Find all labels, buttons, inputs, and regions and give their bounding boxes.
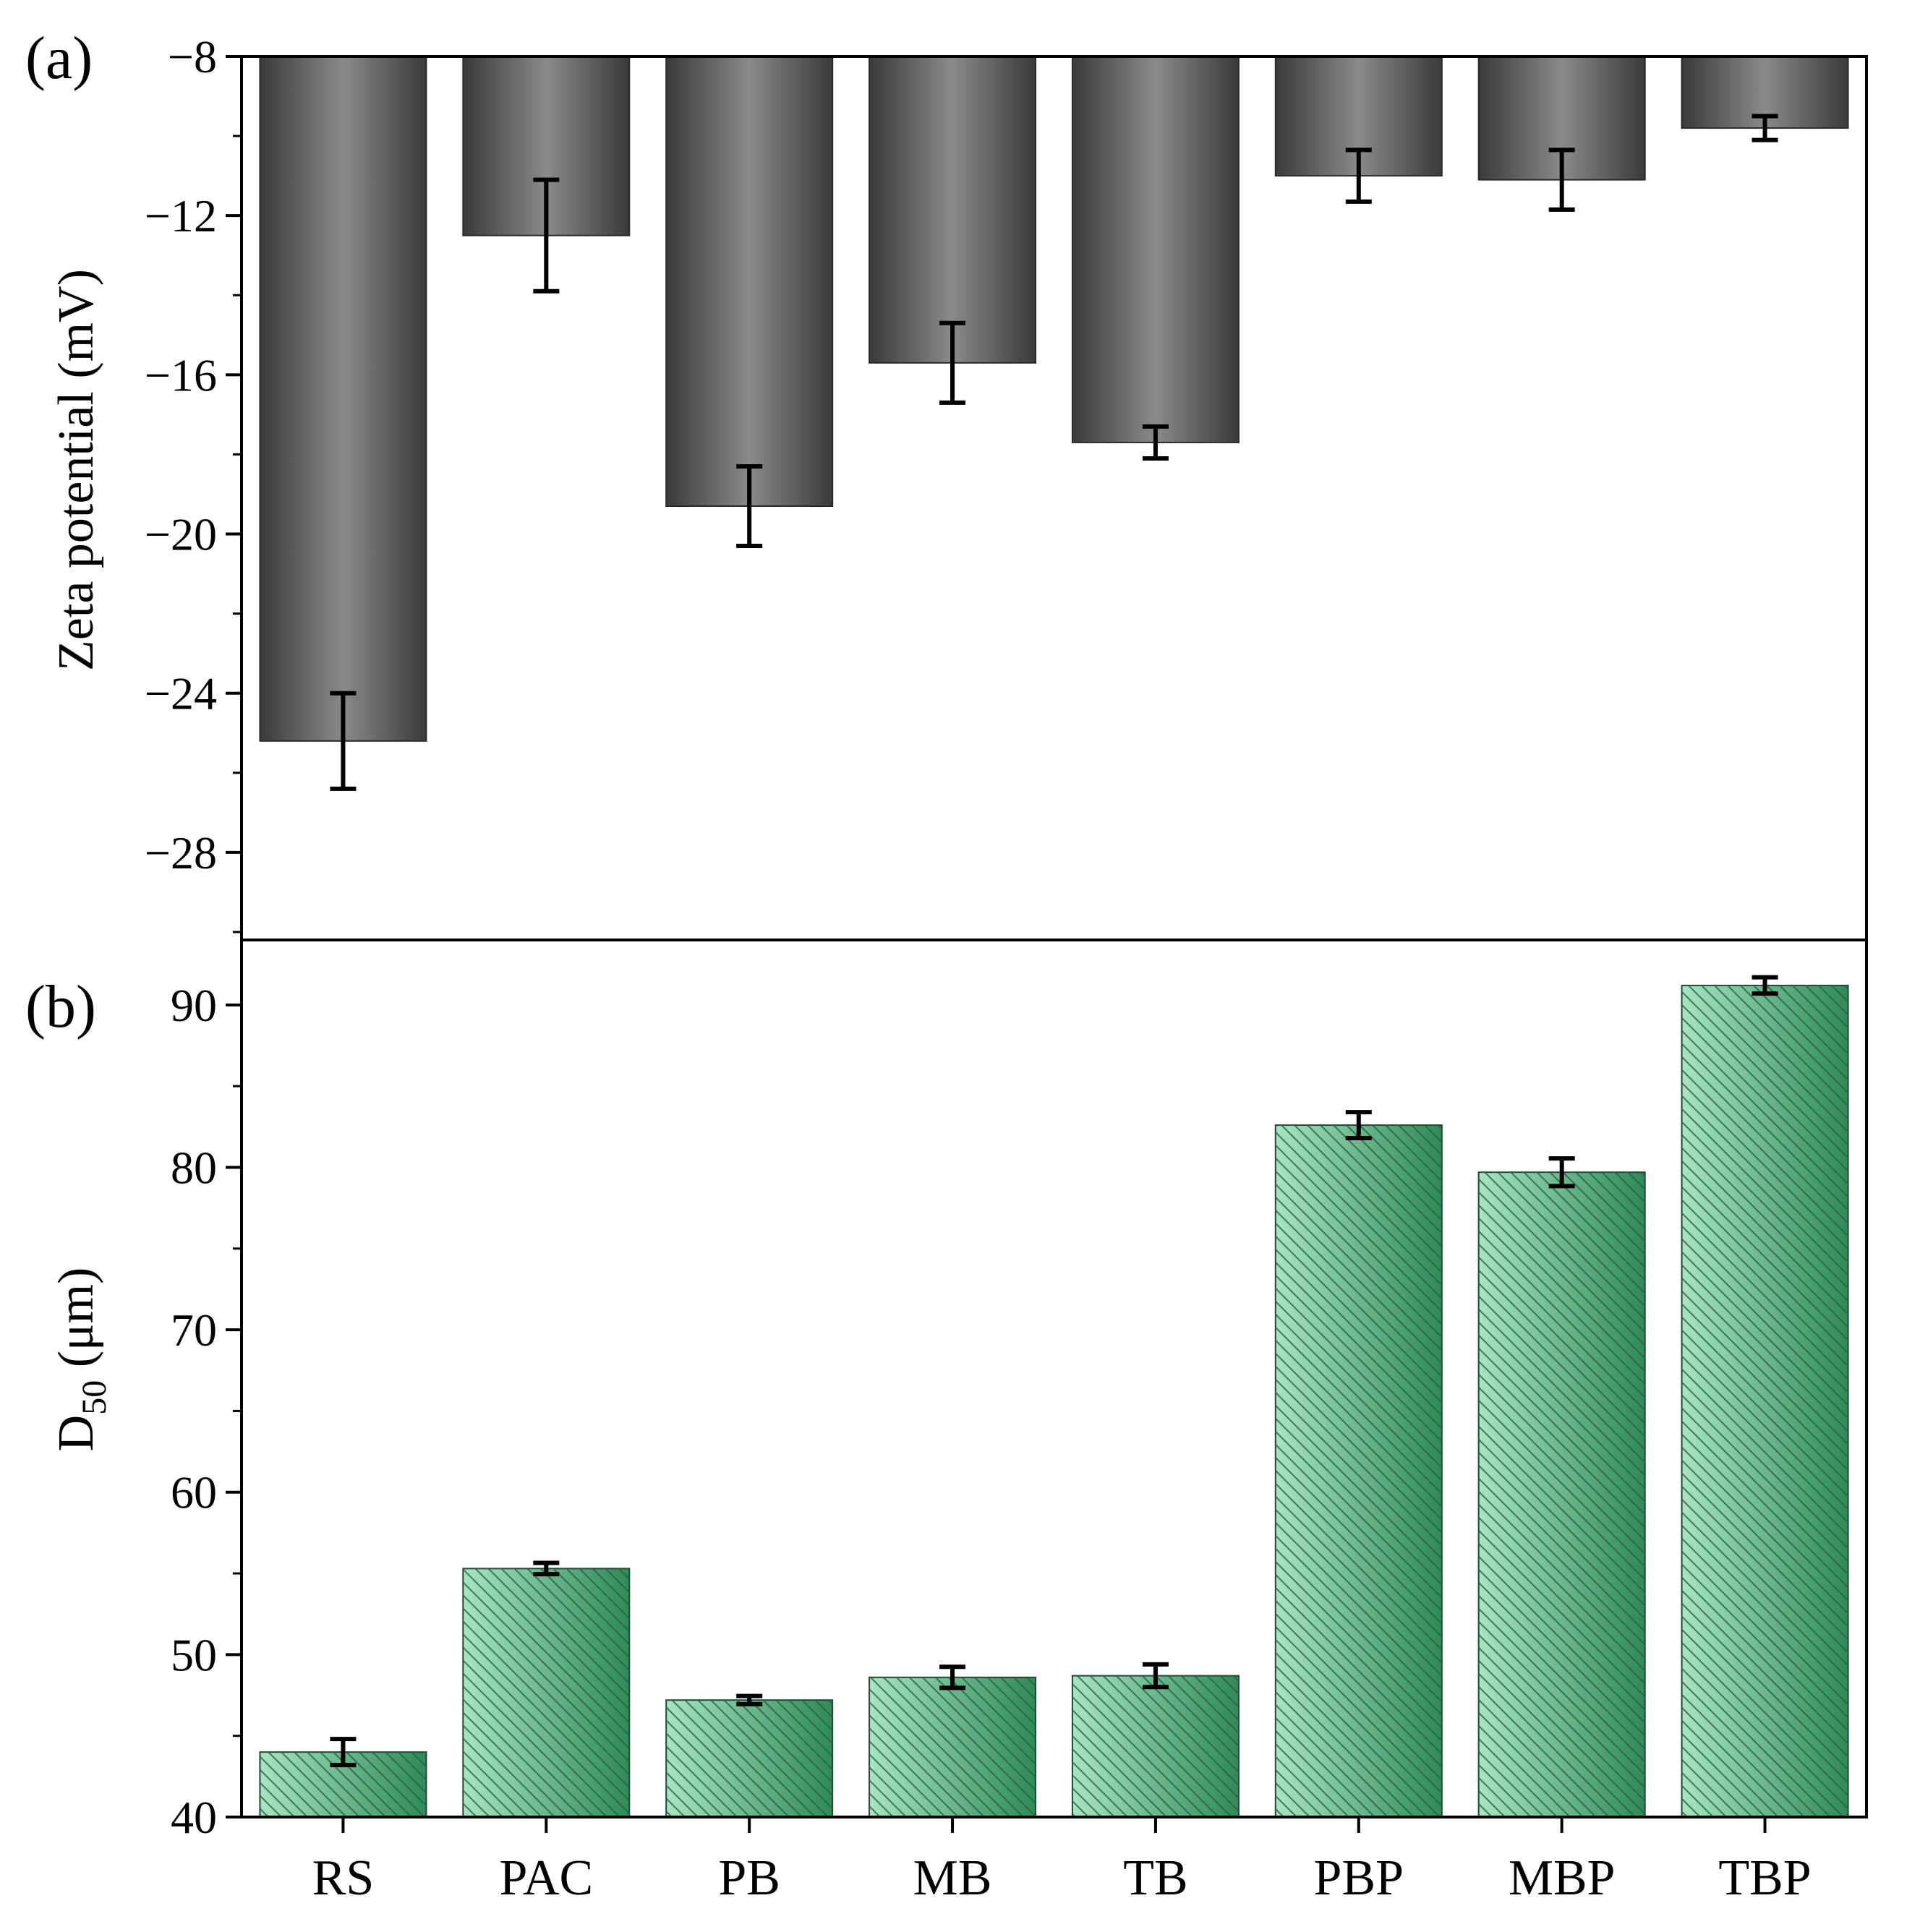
error-bar-b-pb	[736, 1693, 763, 1706]
x-tick-label-mb: MB	[913, 1850, 992, 1906]
y-axis-title-a: Zeta potential (mV)	[48, 269, 104, 671]
y-tick-label-a-3: −20	[145, 509, 217, 560]
y-tick-label-b-4: 80	[171, 1142, 217, 1193]
panel-a-zeta-potential: −8 −12 −16 −20 −24 −28 (a) Zeta potential (mV…	[25, 25, 1849, 933]
error-bar-b-tbp	[1752, 975, 1778, 996]
x-axis-ticks: RS PAC PB MB TB PBP MBP TBP	[312, 1817, 1812, 1906]
error-bar-a-rs	[330, 691, 357, 791]
y-tick-label-b-3: 70	[171, 1304, 217, 1356]
bar-a-tb	[1071, 56, 1240, 443]
plot-frame	[240, 55, 1868, 1818]
panel-label-a: (a)	[25, 25, 93, 92]
y-tick-label-a-0: −8	[168, 31, 217, 82]
bar-hatch-b-pb	[666, 1700, 833, 1817]
y-tick-label-a-4: −24	[145, 668, 217, 719]
error-bar-b-mb	[939, 1664, 966, 1690]
bar-hatch-b-mb	[869, 1677, 1036, 1817]
error-bar-b-tb	[1142, 1662, 1169, 1690]
y-axis-title-b-sub: 50	[75, 1380, 114, 1415]
x-tick-label-tbp: TBP	[1718, 1850, 1811, 1906]
bar-a-pb	[665, 56, 834, 508]
error-bar-a-mb	[939, 320, 966, 405]
bar-hatch-b-mbp	[1478, 1172, 1645, 1817]
error-bar-a-mbp	[1548, 148, 1575, 212]
bar-a-rs	[259, 56, 427, 742]
error-bars-group-a	[330, 114, 1778, 791]
error-bar-b-rs	[330, 1737, 357, 1768]
y-tick-label-a-2: −16	[145, 349, 217, 401]
x-tick-label-pb: PB	[718, 1850, 780, 1906]
bar-hatch-b-tbp	[1681, 985, 1848, 1817]
y-tick-label-b-2: 60	[171, 1467, 217, 1518]
error-bar-b-pac	[533, 1560, 560, 1577]
bar-hatch-b-tb	[1072, 1675, 1239, 1817]
bar-a-mb	[869, 56, 1037, 364]
bars-group-b	[259, 984, 1849, 1818]
bar-hatch-b-pbp	[1275, 1125, 1442, 1817]
y-axis-ticks-a: −8 −12 −16 −20 −24 −28	[145, 31, 242, 933]
error-bar-a-pac	[533, 177, 560, 294]
error-bars-group-b	[330, 975, 1778, 1768]
y-tick-label-b-5: 90	[171, 980, 217, 1031]
x-tick-label-rs: RS	[312, 1850, 375, 1906]
y-tick-label-a-1: −12	[145, 190, 217, 241]
error-bar-b-mbp	[1548, 1156, 1575, 1189]
error-bar-a-tbp	[1752, 114, 1778, 142]
y-axis-title-b-main: D	[48, 1415, 104, 1452]
error-bar-a-tb	[1142, 424, 1169, 461]
bar-hatch-b-pac	[463, 1568, 630, 1817]
x-tick-label-pac: PAC	[499, 1850, 593, 1906]
error-bar-b-pbp	[1345, 1110, 1372, 1141]
y-axis-title-b: D50 (μm)	[48, 1268, 114, 1452]
y-tick-label-a-5: −28	[145, 827, 217, 879]
panel-label-b: (b)	[25, 973, 96, 1040]
x-tick-label-mbp: MBP	[1509, 1850, 1616, 1906]
x-tick-label-tb: TB	[1123, 1850, 1187, 1906]
y-tick-label-b-1: 50	[171, 1629, 217, 1680]
y-tick-label-b-0: 40	[171, 1792, 217, 1843]
error-bar-a-pbp	[1345, 148, 1372, 204]
x-tick-label-pbp: PBP	[1314, 1850, 1404, 1906]
bars-group-a	[259, 56, 1849, 742]
y-axis-title-b-unit: (μm)	[48, 1268, 104, 1380]
error-bar-a-pb	[736, 463, 763, 549]
y-axis-ticks-b: 40 50 60 70 80 90	[171, 980, 242, 1843]
